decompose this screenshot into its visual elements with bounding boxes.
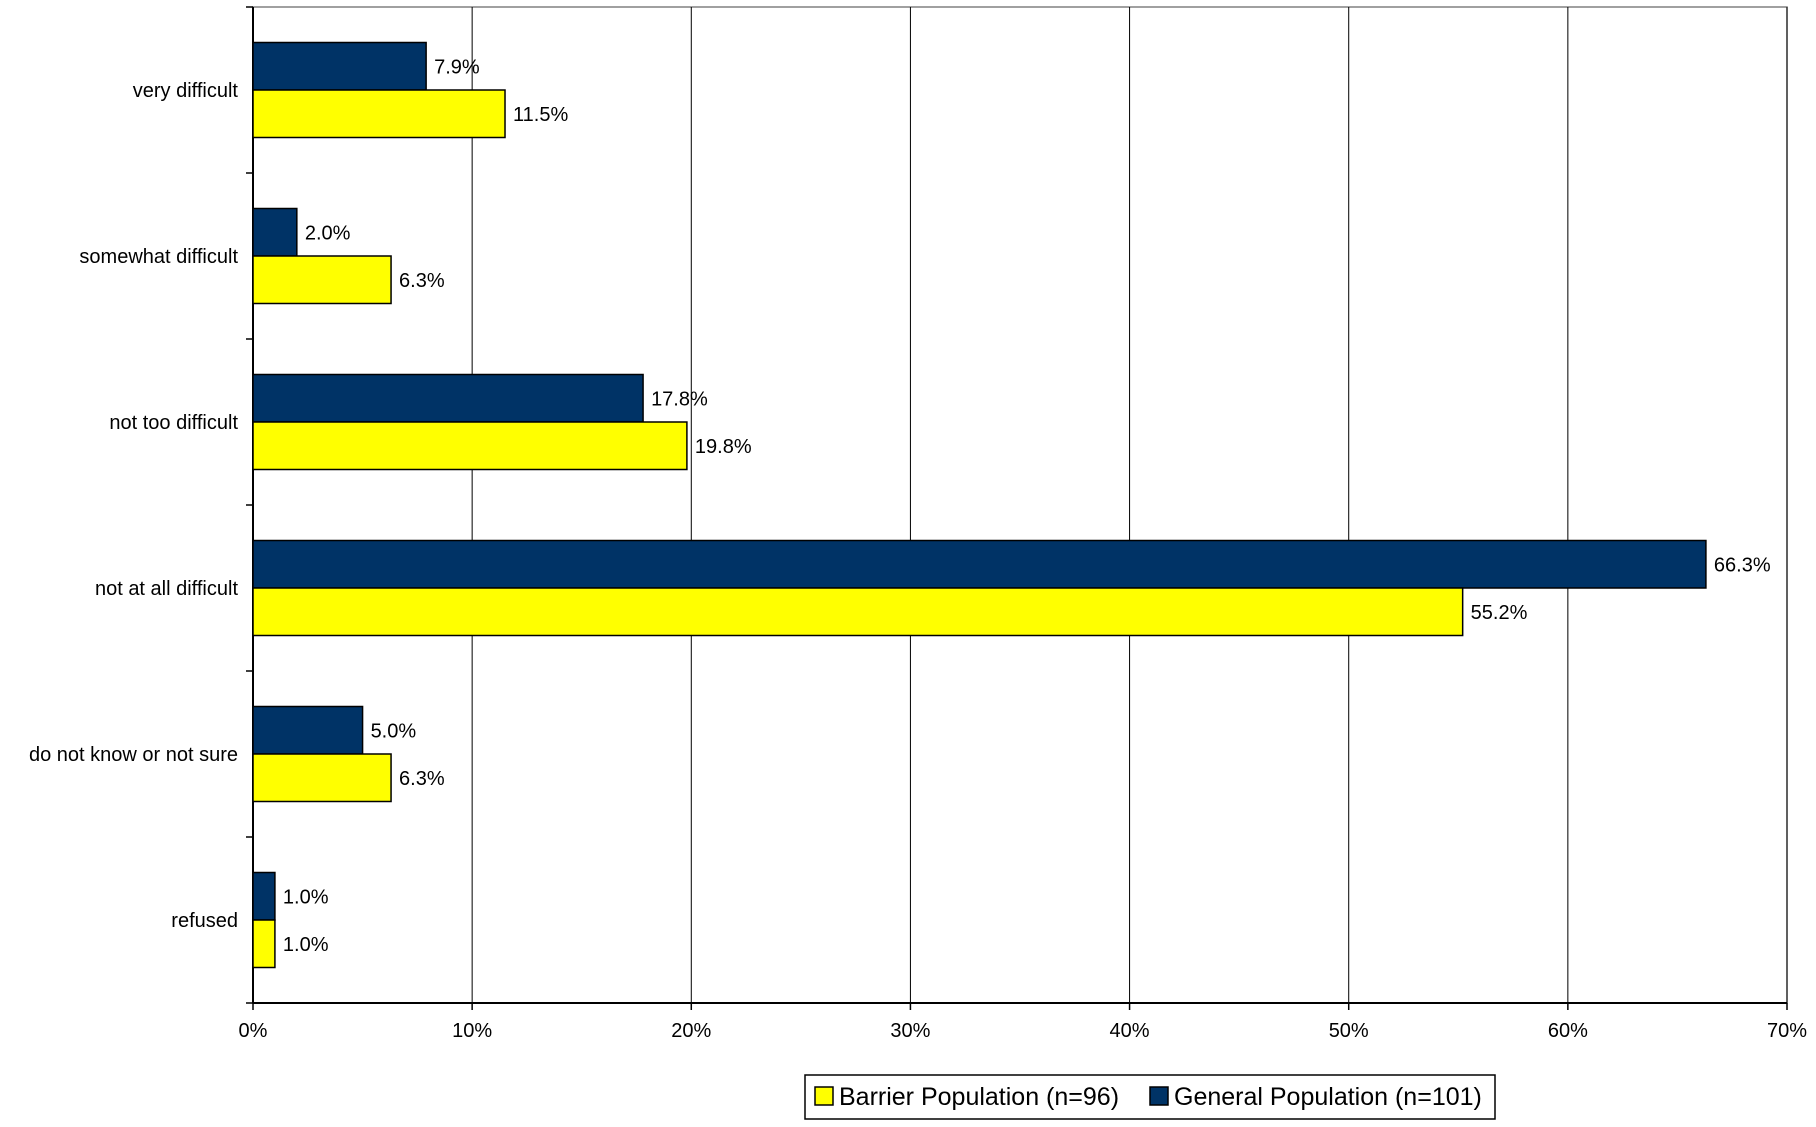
gridlines [471,7,1788,1003]
category-label: not too difficult [109,412,238,434]
bar-general-population [252,705,364,755]
bar-barrier-population [252,421,688,471]
bar-general-population [252,871,276,921]
plot-area [252,6,1788,1004]
bar-barrier-population [252,89,506,139]
data-label: 2.0% [305,222,351,244]
data-labels: 7.9% 11.5% 2.0% 6.3% 17.8% 19.8% 66.3% 55.2% 5.0… [283,56,1771,956]
legend: Barrier Population (n=96) General Populat… [804,1074,1496,1120]
data-label: 1.0% [283,934,329,956]
x-tick-labels: 0% 10% 20% 30% 40% 50% 60% 70% [239,1020,1808,1042]
bar-general-population [252,41,427,91]
category-label: not at all difficult [95,578,238,600]
bar-general-population [252,539,1707,589]
category-labels: very difficult somewhat difficult not too … [29,80,238,932]
x-tick-label: 60% [1548,1020,1588,1042]
x-tick-label: 10% [452,1020,492,1042]
category-label: somewhat difficult [79,246,238,268]
x-tick-label: 20% [671,1020,711,1042]
x-tick-label: 0% [239,1020,268,1042]
x-tick-label: 40% [1110,1020,1150,1042]
bars [252,41,1707,969]
axes [246,6,1788,1010]
bar-general-population [252,373,644,423]
data-label: 5.0% [371,720,417,742]
plot-border [252,6,1788,1004]
data-label: 1.0% [283,886,329,908]
data-label: 7.9% [434,56,480,78]
bar-barrier-population [252,753,392,803]
category-label: very difficult [133,80,239,102]
data-label: 17.8% [651,388,708,410]
legend-entry: Barrier Population (n=96) [839,1083,1119,1111]
data-label: 19.8% [695,436,752,458]
data-label: 55.2% [1471,602,1528,624]
legend-swatch [814,1086,834,1106]
x-tick-label: 70% [1767,1020,1807,1042]
x-tick-label: 50% [1329,1020,1369,1042]
bar-barrier-population [252,255,392,305]
bar-barrier-population [252,587,1464,637]
data-label: 66.3% [1714,554,1771,576]
category-label: refused [171,910,238,932]
data-label: 11.5% [513,104,568,126]
data-label: 6.3% [399,270,445,292]
legend-entry: General Population (n=101) [1174,1083,1482,1111]
data-label: 6.3% [399,768,445,790]
bar-barrier-population [252,919,276,969]
category-label: do not know or not sure [29,744,238,766]
bar-general-population [252,207,298,257]
x-tick-label: 30% [890,1020,930,1042]
legend-swatch [1149,1086,1169,1106]
